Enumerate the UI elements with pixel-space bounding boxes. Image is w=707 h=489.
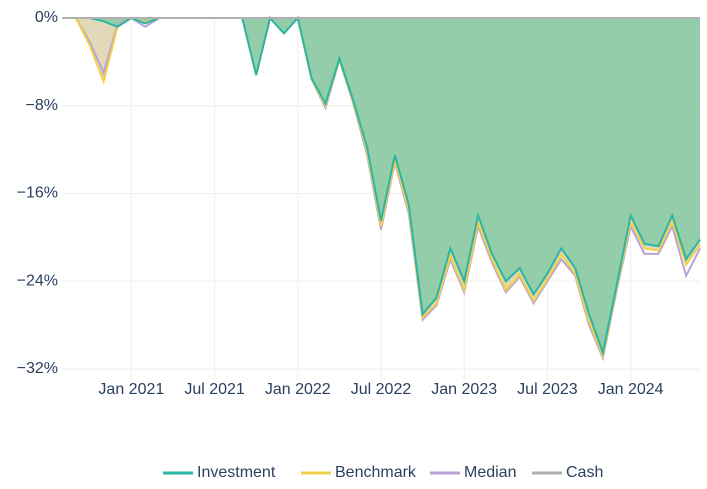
legend-item: Cash <box>532 464 603 481</box>
legend-item: Investment <box>163 464 276 481</box>
y-tick-label: −24% <box>17 272 58 289</box>
legend-item: Benchmark <box>301 464 417 481</box>
y-tick-label: −32% <box>17 360 58 377</box>
legend-label: Median <box>464 464 516 481</box>
x-tick-label: Jul 2022 <box>351 381 412 398</box>
legend-label: Benchmark <box>335 464 417 481</box>
legend-item: Median <box>430 464 516 481</box>
x-tick-label: Jan 2023 <box>431 381 497 398</box>
x-tick-label: Jan 2024 <box>598 381 664 398</box>
x-tick-label: Jan 2021 <box>98 381 164 398</box>
x-tick-label: Jul 2021 <box>184 381 245 398</box>
x-tick-label: Jan 2022 <box>265 381 331 398</box>
area-fill <box>62 18 700 353</box>
y-tick-label: −16% <box>17 185 58 202</box>
y-tick-label: −8% <box>26 97 58 114</box>
y-tick-label: 0% <box>35 9 58 26</box>
legend-label: Investment <box>197 464 276 481</box>
legend-label: Cash <box>566 464 603 481</box>
x-tick-label: Jul 2023 <box>517 381 578 398</box>
